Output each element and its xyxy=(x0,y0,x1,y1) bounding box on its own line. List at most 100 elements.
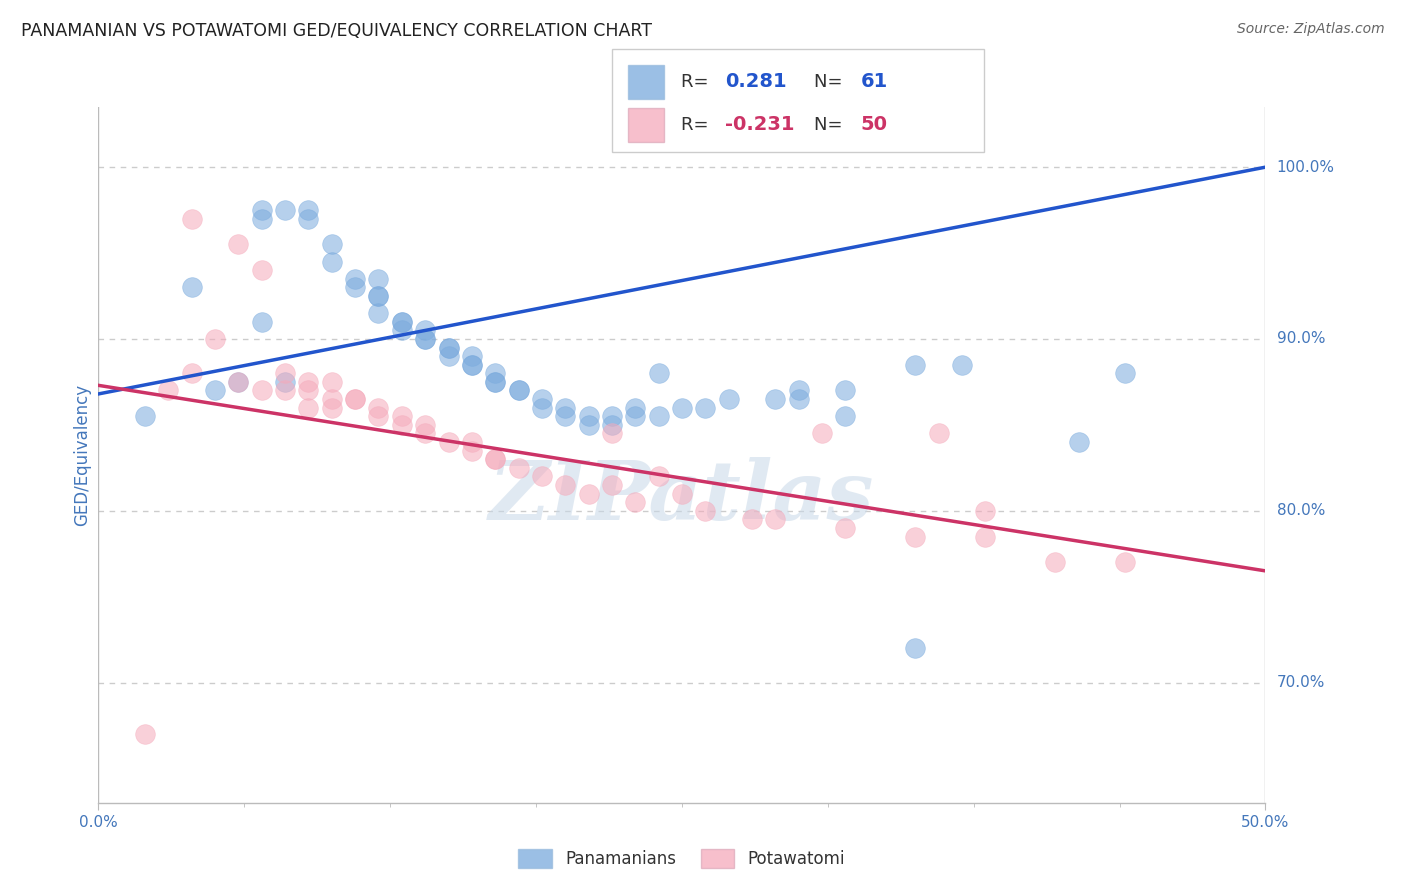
Point xyxy=(250,203,273,218)
Point xyxy=(228,375,250,389)
Point xyxy=(484,367,506,381)
Point xyxy=(413,332,436,346)
Point xyxy=(578,486,600,500)
Point xyxy=(787,384,810,398)
Point xyxy=(297,401,319,415)
Point xyxy=(180,280,202,294)
Y-axis label: GED/Equivalency: GED/Equivalency xyxy=(73,384,91,526)
Point xyxy=(578,417,600,432)
Point xyxy=(413,332,436,346)
Text: 70.0%: 70.0% xyxy=(1277,675,1324,690)
Point xyxy=(950,358,973,372)
Point xyxy=(600,417,623,432)
Point xyxy=(228,237,250,252)
Point xyxy=(367,306,389,320)
Point xyxy=(811,426,834,441)
Point xyxy=(297,375,319,389)
Point xyxy=(344,392,367,406)
Point xyxy=(484,375,506,389)
Point xyxy=(157,384,180,398)
Point xyxy=(834,409,856,424)
Text: R=: R= xyxy=(681,73,714,91)
Point xyxy=(413,417,436,432)
Point xyxy=(484,452,506,467)
Point xyxy=(437,349,460,363)
Point xyxy=(321,401,343,415)
Point xyxy=(367,272,389,286)
Point xyxy=(321,254,343,268)
Text: -0.231: -0.231 xyxy=(725,115,794,135)
Point xyxy=(461,349,484,363)
Point xyxy=(530,401,553,415)
Point xyxy=(204,332,226,346)
Point xyxy=(461,435,484,450)
Point xyxy=(695,401,717,415)
Point xyxy=(134,727,156,741)
Legend: Panamanians, Potawatomi: Panamanians, Potawatomi xyxy=(512,842,852,874)
Point xyxy=(391,315,413,329)
Point xyxy=(904,529,927,543)
Point xyxy=(530,469,553,483)
Text: 50: 50 xyxy=(860,115,887,135)
Point xyxy=(274,375,297,389)
Point xyxy=(695,504,717,518)
Point xyxy=(297,384,319,398)
Point xyxy=(763,512,786,526)
Point xyxy=(624,409,647,424)
Point xyxy=(578,409,600,424)
Point xyxy=(1045,555,1067,569)
Text: ZIPatlas: ZIPatlas xyxy=(489,457,875,537)
Point xyxy=(274,367,297,381)
Point xyxy=(437,341,460,355)
Point xyxy=(600,478,623,492)
Point xyxy=(484,452,506,467)
Text: Source: ZipAtlas.com: Source: ZipAtlas.com xyxy=(1237,22,1385,37)
Point xyxy=(228,375,250,389)
Point xyxy=(974,504,997,518)
Point xyxy=(437,435,460,450)
Point xyxy=(367,401,389,415)
Point xyxy=(671,486,693,500)
Point xyxy=(321,237,343,252)
Point xyxy=(250,315,273,329)
Point xyxy=(204,384,226,398)
Point xyxy=(763,392,786,406)
Point xyxy=(974,529,997,543)
Point xyxy=(530,392,553,406)
Point xyxy=(647,409,669,424)
Point xyxy=(250,211,273,226)
Point xyxy=(344,272,367,286)
Point xyxy=(484,375,506,389)
Point xyxy=(274,384,297,398)
Point xyxy=(904,358,927,372)
Text: 90.0%: 90.0% xyxy=(1277,332,1324,346)
Point xyxy=(624,495,647,509)
Point xyxy=(508,384,530,398)
Point xyxy=(134,409,156,424)
Text: R=: R= xyxy=(681,116,714,134)
Point xyxy=(624,401,647,415)
Text: 0.281: 0.281 xyxy=(725,72,787,91)
Point xyxy=(741,512,763,526)
Point xyxy=(367,289,389,303)
Point xyxy=(928,426,950,441)
Point xyxy=(461,443,484,458)
Point xyxy=(904,641,927,656)
Text: N=: N= xyxy=(814,73,848,91)
Point xyxy=(391,409,413,424)
Point xyxy=(250,263,273,277)
Point xyxy=(1114,555,1136,569)
Point xyxy=(180,211,202,226)
Point xyxy=(671,401,693,415)
Point xyxy=(367,289,389,303)
Point xyxy=(413,323,436,337)
Point xyxy=(437,341,460,355)
Point xyxy=(321,392,343,406)
Point xyxy=(600,426,623,441)
Point xyxy=(834,521,856,535)
Text: PANAMANIAN VS POTAWATOMI GED/EQUIVALENCY CORRELATION CHART: PANAMANIAN VS POTAWATOMI GED/EQUIVALENCY… xyxy=(21,22,652,40)
Point xyxy=(834,384,856,398)
Point xyxy=(1114,367,1136,381)
Point xyxy=(250,384,273,398)
Point xyxy=(391,417,413,432)
